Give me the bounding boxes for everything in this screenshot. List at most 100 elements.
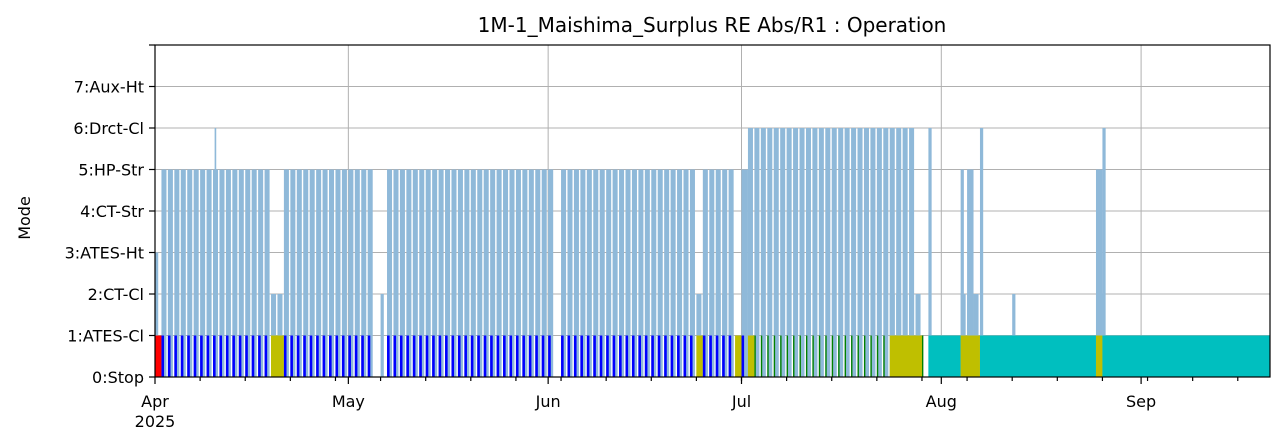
- mode-bar: [863, 128, 869, 377]
- strip-segment: [863, 335, 866, 377]
- strip-segment: [793, 335, 795, 377]
- mode-bar: [354, 169, 360, 377]
- mode-bar: [483, 169, 489, 377]
- x-tick-label: Sep: [1126, 392, 1156, 411]
- mode-bar: [857, 128, 863, 377]
- y-tick-label: 4:CT-Str: [80, 202, 144, 221]
- strip-segment: [296, 335, 300, 377]
- mode-bar: [509, 169, 515, 377]
- mode-bar: [180, 169, 186, 377]
- mode-bar: [245, 169, 251, 377]
- mode-bar: [851, 128, 857, 377]
- mode-bar: [264, 169, 270, 377]
- mode-bar: [515, 169, 521, 377]
- strip-segment: [406, 335, 409, 377]
- strip-segment: [290, 335, 293, 377]
- mode-bar: [438, 169, 444, 377]
- mode-bar: [747, 128, 753, 377]
- chart-title: 1M-1_Maishima_Surplus RE Abs/R1 : Operat…: [478, 13, 947, 37]
- strip-segment: [271, 335, 284, 377]
- strip-segment: [838, 335, 840, 377]
- mode-bar: [522, 169, 528, 377]
- strip-segment: [213, 335, 216, 377]
- mode-bar: [651, 169, 657, 377]
- strip-segment: [503, 335, 506, 377]
- strip-segment: [735, 335, 742, 377]
- strip-segment: [805, 335, 808, 377]
- mode-bar: [812, 128, 818, 377]
- mode-bar: [361, 169, 367, 377]
- strip-segment: [573, 335, 577, 377]
- mode-bar: [599, 169, 605, 377]
- mode-bar: [387, 169, 393, 377]
- mode-bar: [155, 252, 159, 377]
- mode-bar: [967, 169, 974, 377]
- mode-bar: [561, 169, 567, 377]
- mode-bar: [470, 169, 476, 377]
- mode-bar: [883, 128, 889, 377]
- strip-segment: [599, 335, 603, 377]
- strip-segment: [541, 335, 545, 377]
- strip-segment: [161, 335, 165, 377]
- strip-segment: [283, 335, 287, 377]
- strip-segment: [722, 335, 725, 377]
- strip-segment: [760, 335, 763, 377]
- strip-segment: [354, 335, 358, 377]
- strip-segment: [1095, 335, 1103, 377]
- mode-bar: [290, 169, 296, 377]
- strip-segment: [754, 335, 756, 377]
- y-tick-label: 5:HP-Str: [78, 161, 144, 180]
- mode-bar: [709, 169, 715, 377]
- strip-segment: [522, 335, 525, 377]
- strip-segment: [425, 335, 429, 377]
- strip-segment: [451, 335, 455, 377]
- strip-segment: [309, 335, 313, 377]
- strip-segment: [206, 335, 210, 377]
- mode-bar: [664, 169, 670, 377]
- strip-segment: [799, 335, 801, 377]
- strip-segment: [728, 335, 732, 377]
- mode-bar: [528, 169, 534, 377]
- ticks-layer: 0:Stop 1:ATES-Cl 2:CT-Cl 3:ATES-Ht 4:CT-Str 5…: [65, 44, 1239, 431]
- mode-bar: [638, 169, 644, 377]
- mode-bar: [760, 128, 766, 377]
- x-tick-label: Apr: [141, 392, 169, 411]
- mode-bar: [303, 169, 309, 377]
- strip-segment: [535, 335, 538, 377]
- mode-bar: [625, 169, 631, 377]
- mode-bar: [425, 169, 431, 377]
- strip-segment: [548, 335, 551, 377]
- mode-bar: [631, 169, 637, 377]
- strip-segment: [348, 335, 351, 377]
- y-tick-label: 1:ATES-Cl: [67, 327, 144, 346]
- strip-segment: [238, 335, 242, 377]
- strip-segment: [960, 335, 980, 377]
- mode-bar: [335, 169, 341, 377]
- mode-bar: [432, 169, 438, 377]
- y-tick-label: 0:Stop: [92, 368, 144, 387]
- strip-segment: [580, 335, 583, 377]
- y-tick-label: 3:ATES-Ht: [65, 244, 144, 263]
- strip-segment: [264, 335, 268, 377]
- strip-segment: [670, 335, 674, 377]
- mode-bar: [793, 128, 799, 377]
- strip-segment: [612, 335, 616, 377]
- strip-segment: [638, 335, 641, 377]
- mode-bar: [805, 128, 811, 377]
- mode-bar: [722, 169, 728, 377]
- mode-bar: [174, 169, 180, 377]
- mode-bar: [825, 128, 831, 377]
- mode-bar: [902, 128, 908, 377]
- y-tick-label: 6:Drct-Cl: [73, 119, 144, 138]
- mode-bar: [283, 169, 289, 377]
- mode-bar: [445, 169, 451, 377]
- mode-bar: [167, 169, 173, 377]
- mode-bar: [380, 294, 384, 377]
- strip-segment: [619, 335, 622, 377]
- mode-bar: [219, 169, 225, 377]
- mode-bar: [451, 169, 457, 377]
- mode-bar: [567, 169, 573, 377]
- mode-bar: [767, 128, 773, 377]
- strip-segment: [457, 335, 461, 377]
- strip-segment: [245, 335, 248, 377]
